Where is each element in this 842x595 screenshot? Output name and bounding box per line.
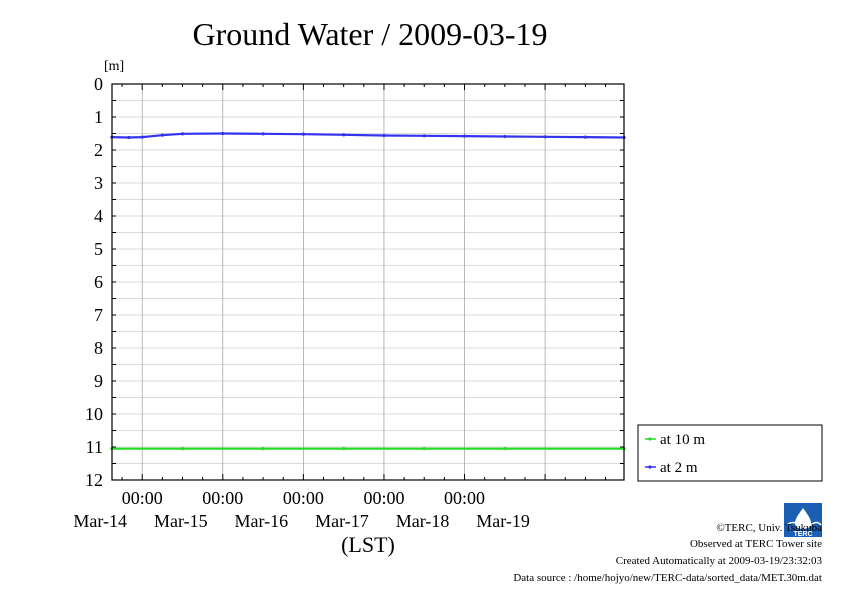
- series-line-1: [111, 132, 625, 139]
- y-tick-label: 0: [94, 74, 103, 94]
- grid: [112, 83, 624, 481]
- x-date-label: Mar-18: [396, 511, 450, 531]
- x-date-label: Mar-16: [235, 511, 289, 531]
- x-date-label: Mar-14: [73, 511, 127, 531]
- x-time-label: 00:00: [363, 488, 404, 508]
- y-tick-label: 12: [85, 470, 103, 490]
- y-tick-label: 9: [94, 371, 103, 391]
- y-tick-label: 10: [85, 404, 103, 424]
- series-point-1: [301, 132, 305, 136]
- series-point-0: [342, 447, 346, 451]
- x-date-label: Mar-15: [154, 511, 208, 531]
- y-tick-label: 4: [94, 206, 103, 226]
- wave-icon: [786, 521, 822, 529]
- series-point-1: [160, 133, 164, 137]
- y-tick-label: 1: [94, 107, 103, 127]
- series-point-1: [382, 133, 386, 138]
- series-point-1: [462, 134, 467, 138]
- series-point-1: [422, 134, 426, 138]
- x-date-label: Mar-17: [315, 511, 369, 531]
- chart-title: Ground Water / 2009-03-19: [193, 16, 548, 52]
- legend-box: [637, 424, 823, 482]
- credit-source: Data source : /home/hojyo/new/TERC-data/…: [513, 572, 822, 584]
- x-ticks: 00:00 00:00 00:00 00:00 00:00 Mar-14 Mar-15 Mar…: [73, 84, 607, 531]
- series-point-1: [503, 134, 507, 139]
- series-point-1: [221, 131, 225, 136]
- logo-text: TERC: [793, 531, 812, 538]
- water-drop-icon: [795, 508, 811, 529]
- series-point-1: [140, 135, 144, 139]
- series-point-0: [503, 447, 507, 451]
- x-axis-label: (LST): [341, 532, 395, 557]
- x-time-label: 00:00: [283, 488, 324, 508]
- series-point-1: [342, 133, 346, 137]
- series-layer: [110, 131, 626, 451]
- legend-marker-10m: [648, 437, 652, 441]
- series-point-1: [583, 135, 587, 139]
- y-tick-label: 8: [94, 338, 103, 358]
- series-point-0: [261, 447, 265, 451]
- legend-marker-2m: [648, 465, 652, 469]
- series-point-1: [543, 135, 547, 139]
- y-tick-label: 3: [94, 173, 103, 193]
- terc-logo: TERC: [784, 503, 822, 538]
- y-axis-unit: [m]: [104, 59, 124, 74]
- series-point-0: [422, 447, 426, 451]
- legend-label-10m: at 10 m: [660, 432, 705, 448]
- series-point-1: [180, 132, 185, 136]
- y-tick-label: 7: [94, 305, 103, 325]
- series-point-1: [127, 135, 131, 140]
- y-tick-label: 6: [94, 272, 103, 292]
- credit-copyright: ©TERC, Univ. Tsukuba: [716, 522, 822, 534]
- legend-label-2m: at 2 m: [660, 460, 698, 476]
- series-point-1: [261, 132, 265, 136]
- y-tick-label: 5: [94, 239, 103, 259]
- y-tick-label: 2: [94, 140, 103, 160]
- x-time-label: 00:00: [444, 488, 485, 508]
- credit-created: Created Automatically at 2009-03-19/23:3…: [615, 555, 822, 567]
- x-date-label: Mar-19: [476, 511, 530, 531]
- credit-observed: Observed at TERC Tower site: [689, 538, 822, 550]
- x-time-label: 00:00: [122, 488, 163, 508]
- legend: at 10 m at 2 m: [637, 424, 823, 482]
- series-point-0: [180, 447, 185, 451]
- y-tick-label: 11: [86, 437, 103, 457]
- x-time-label: 00:00: [202, 488, 243, 508]
